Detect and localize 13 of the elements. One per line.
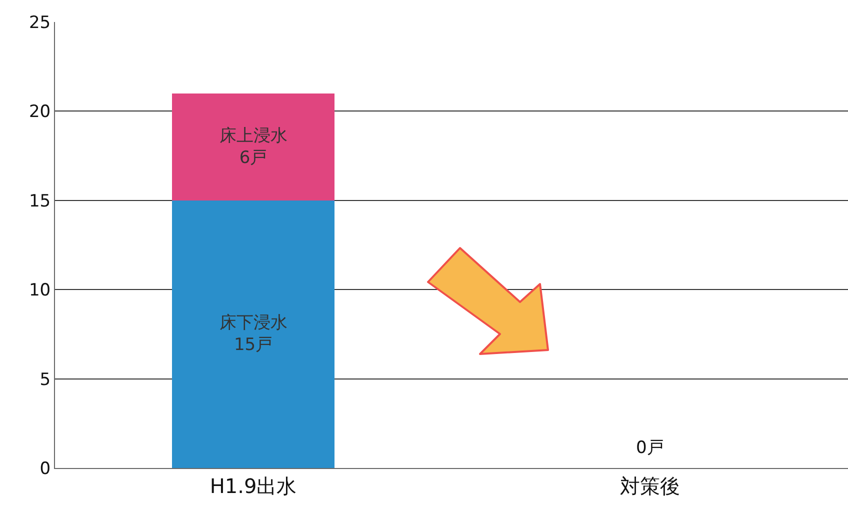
series-label: 床上浸水 <box>219 126 288 146</box>
y-tick-label: 25 <box>28 12 51 33</box>
y-tick-label: 10 <box>28 280 51 301</box>
series-label: 床下浸水 <box>219 313 288 334</box>
data-label: 15戸 <box>234 335 273 356</box>
data-label: 6戸 <box>239 148 268 168</box>
y-tick-label: 5 <box>40 370 51 390</box>
y-tick-label: 20 <box>28 102 51 122</box>
y-tick-label: 0 <box>40 458 51 479</box>
x-tick-label: 対策後 <box>620 474 680 498</box>
x-tick-label: H1.9出水 <box>210 474 297 498</box>
y-tick-label: 15 <box>28 191 51 212</box>
total-label: 0戸 <box>636 438 664 458</box>
